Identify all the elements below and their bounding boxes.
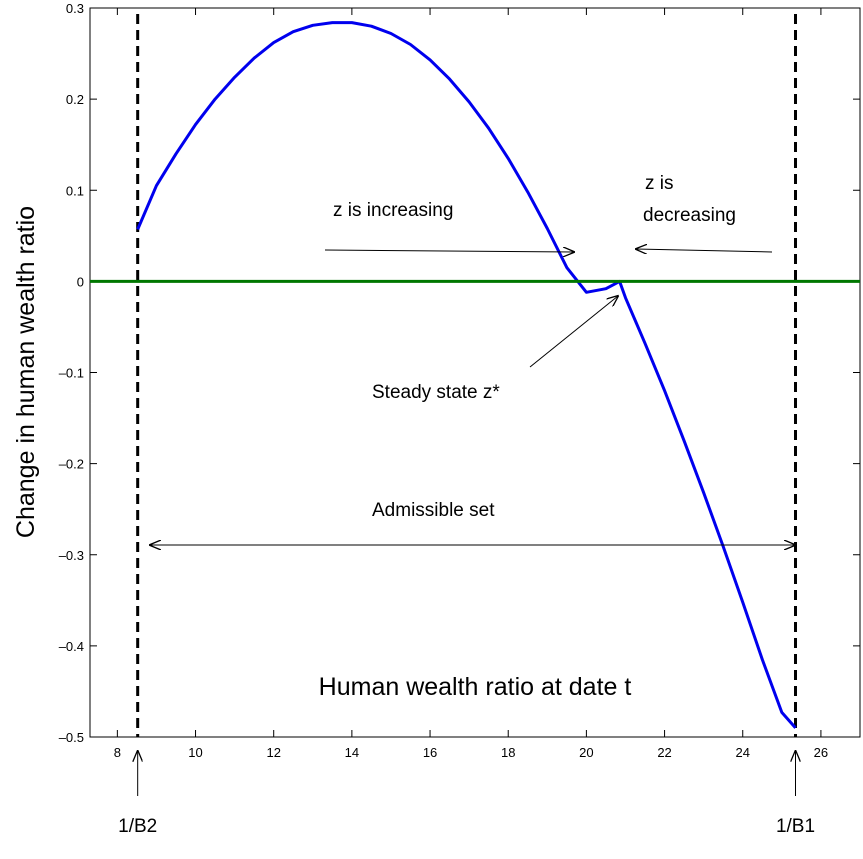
y-tick-label: –0.5 bbox=[59, 730, 84, 745]
x-tick-label: 14 bbox=[345, 745, 359, 760]
x-tick-label: 24 bbox=[736, 745, 750, 760]
plot-frame bbox=[89, 7, 861, 738]
x-ticks: 8 10 12 14 16 18 20 22 24 26 bbox=[114, 8, 828, 760]
annotation-decreasing-line2: decreasing bbox=[643, 205, 736, 226]
annotation-steady-state: Steady state z* bbox=[372, 382, 500, 403]
annotation-increasing: z is increasing bbox=[333, 200, 453, 221]
x-tick-label: 22 bbox=[657, 745, 671, 760]
y-tick-label: –0.4 bbox=[59, 639, 84, 654]
y-tick-label: 0 bbox=[77, 274, 84, 289]
x-tick-label: 8 bbox=[114, 745, 121, 760]
arrow-increasing bbox=[324, 250, 574, 252]
arrow-decreasing bbox=[636, 249, 773, 252]
y-tick-label: –0.3 bbox=[59, 548, 84, 563]
y-tick-label: –0.2 bbox=[59, 457, 84, 472]
x-tick-label: 16 bbox=[423, 745, 437, 760]
annotation-admissible: Admissible set bbox=[372, 500, 495, 521]
y-axis-label: Change in human wealth ratio bbox=[12, 206, 40, 538]
y-tick-label: 0.1 bbox=[66, 183, 84, 198]
marker-label: 1/B2 bbox=[118, 816, 157, 837]
y-tick-label: –0.1 bbox=[59, 366, 84, 381]
marker-label: 1/B1 bbox=[776, 816, 815, 837]
x-axis-label: Human wealth ratio at date t bbox=[319, 673, 632, 701]
x-tick-label: 10 bbox=[188, 745, 202, 760]
y-tick-label: 0.2 bbox=[66, 92, 84, 107]
series-group bbox=[90, 21, 860, 729]
x-tick-label: 20 bbox=[579, 745, 593, 760]
arrow-steady-state bbox=[529, 296, 618, 368]
vertical-markers: 1/B2 1/B1 bbox=[118, 14, 815, 837]
series-line-curve bbox=[136, 21, 797, 729]
x-tick-label: 26 bbox=[814, 745, 828, 760]
annotation-decreasing-line1: z is bbox=[645, 173, 674, 194]
y-ticks: –0.5 –0.4 –0.3 –0.2 –0.1 0 0.1 0.2 0.3 bbox=[59, 1, 860, 745]
x-tick-label: 18 bbox=[501, 745, 515, 760]
x-tick-label: 12 bbox=[266, 745, 280, 760]
y-tick-label: 0.3 bbox=[66, 1, 84, 16]
